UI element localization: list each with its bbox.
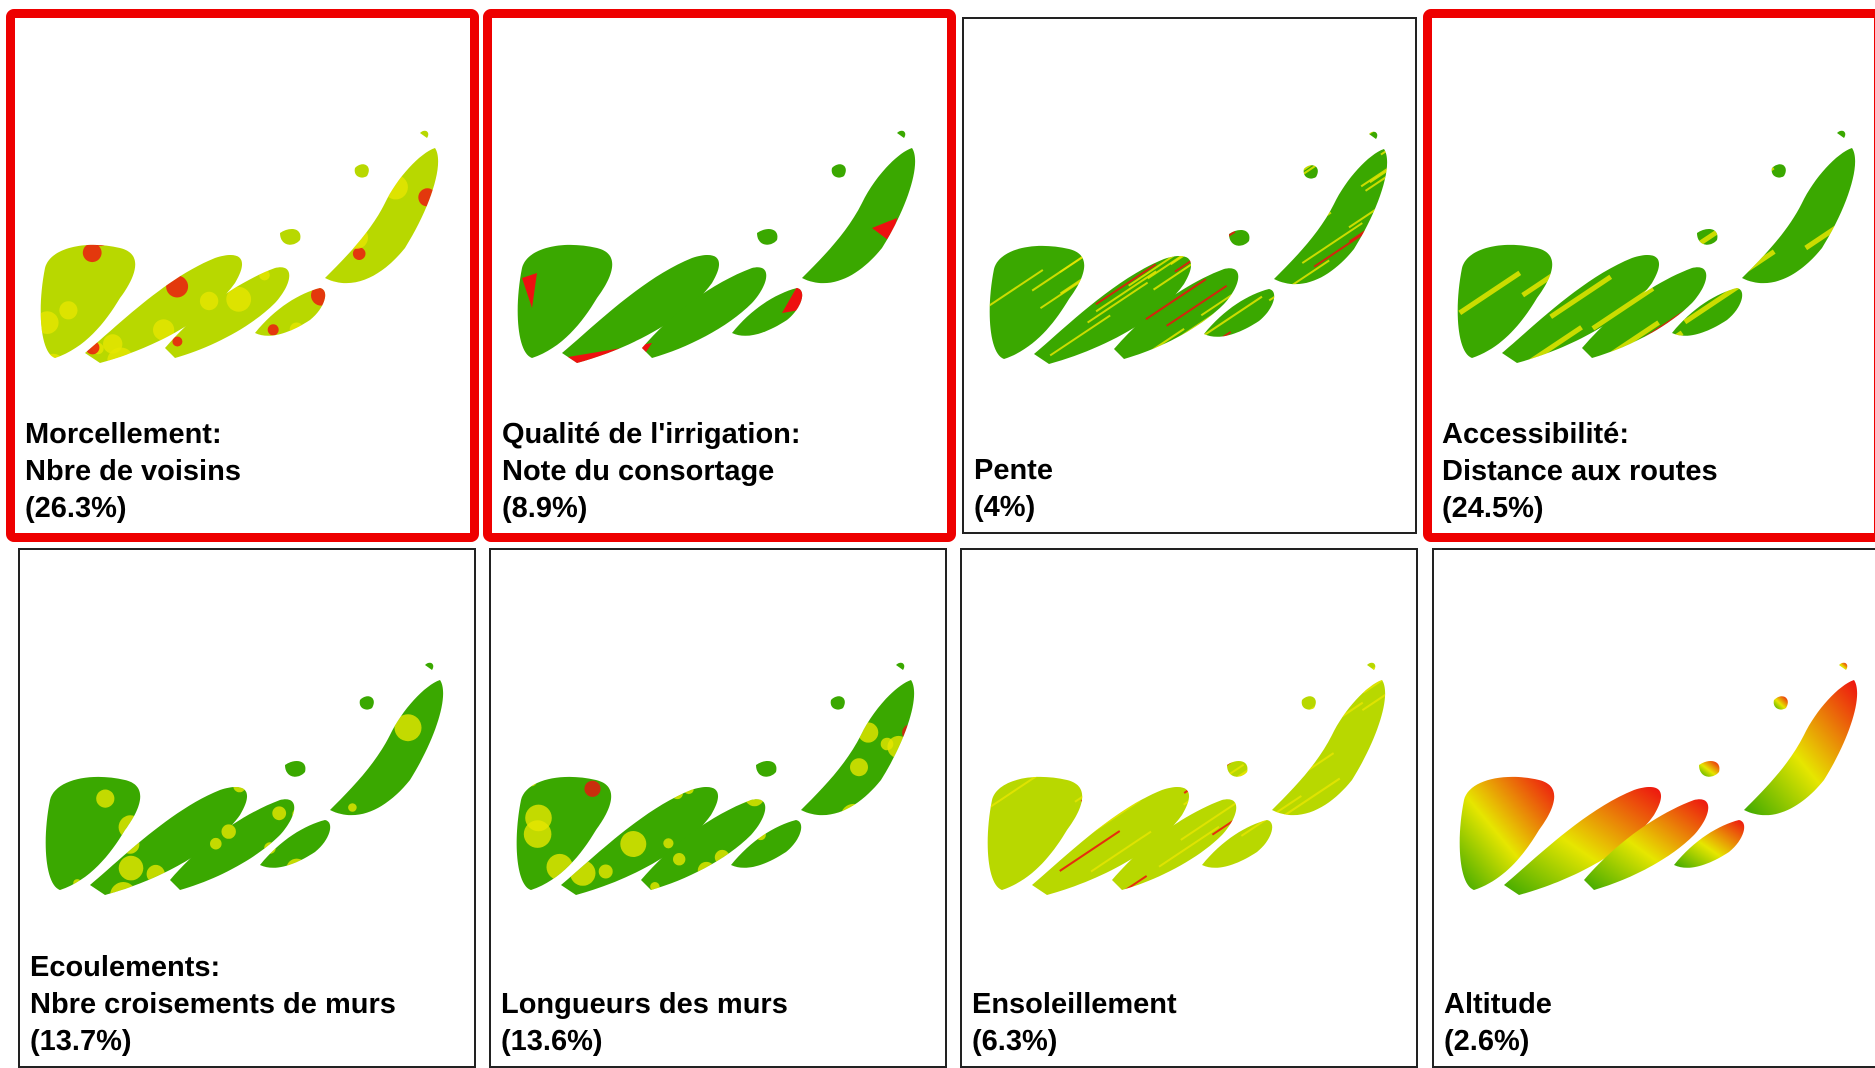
panel-caption: Ensoleillement(6.3%) (972, 986, 1177, 1060)
suitability-map (1442, 108, 1872, 418)
criterion-label: Note du consortage (502, 453, 801, 490)
panel-caption: Altitude(2.6%) (1444, 986, 1552, 1060)
criterion-weight: (13.6%) (501, 1023, 788, 1060)
criterion-weight: (6.3%) (972, 1023, 1177, 1060)
suitability-map (25, 108, 455, 418)
map-panel-ensoleillement: Ensoleillement(6.3%) (960, 548, 1418, 1068)
criterion-label: Ensoleillement (972, 986, 1177, 1023)
suitability-map (1444, 640, 1874, 950)
criterion-weight: (2.6%) (1444, 1023, 1552, 1060)
panel-caption: Pente(4%) (974, 452, 1053, 526)
map-panel-murs: Longueurs des murs(13.6%) (489, 548, 947, 1068)
criterion-weight: (24.5%) (1442, 490, 1718, 527)
map-panel-altitude: Altitude(2.6%) (1432, 548, 1875, 1068)
suitability-map (972, 640, 1402, 950)
panel-caption: Morcellement:Nbre de voisins(26.3%) (25, 416, 241, 527)
criterion-weight: (13.7%) (30, 1023, 396, 1060)
suitability-map (30, 640, 460, 950)
criterion-label: Nbre croisements de murs (30, 986, 396, 1023)
criterion-weight: (26.3%) (25, 490, 241, 527)
criterion-label: Accessibilité: (1442, 416, 1718, 453)
criterion-label: Altitude (1444, 986, 1552, 1023)
map-panel-irrigation: Qualité de l'irrigation:Note du consorta… (483, 9, 956, 542)
panel-caption: Accessibilité:Distance aux routes(24.5%) (1442, 416, 1718, 527)
criterion-label: Longueurs des murs (501, 986, 788, 1023)
suitability-map (501, 640, 931, 950)
map-panel-pente: Pente(4%) (962, 17, 1417, 534)
criterion-label: Distance aux routes (1442, 453, 1718, 490)
suitability-map (974, 109, 1404, 419)
map-panel-morcellement: Morcellement:Nbre de voisins(26.3%) (6, 9, 479, 542)
panel-caption: Ecoulements:Nbre croisements de murs(13.… (30, 949, 396, 1060)
map-panel-ecoulements: Ecoulements:Nbre croisements de murs(13.… (18, 548, 476, 1068)
criterion-label: Pente (974, 452, 1053, 489)
criterion-label: Qualité de l'irrigation: (502, 416, 801, 453)
criterion-label: Ecoulements: (30, 949, 396, 986)
criterion-weight: (8.9%) (502, 490, 801, 527)
criterion-label: Morcellement: (25, 416, 241, 453)
map-panel-accessibilite: Accessibilité:Distance aux routes(24.5%) (1423, 9, 1875, 542)
panel-caption: Qualité de l'irrigation:Note du consorta… (502, 416, 801, 527)
suitability-map (502, 108, 932, 418)
criterion-weight: (4%) (974, 489, 1053, 526)
criterion-label: Nbre de voisins (25, 453, 241, 490)
panel-caption: Longueurs des murs(13.6%) (501, 986, 788, 1060)
